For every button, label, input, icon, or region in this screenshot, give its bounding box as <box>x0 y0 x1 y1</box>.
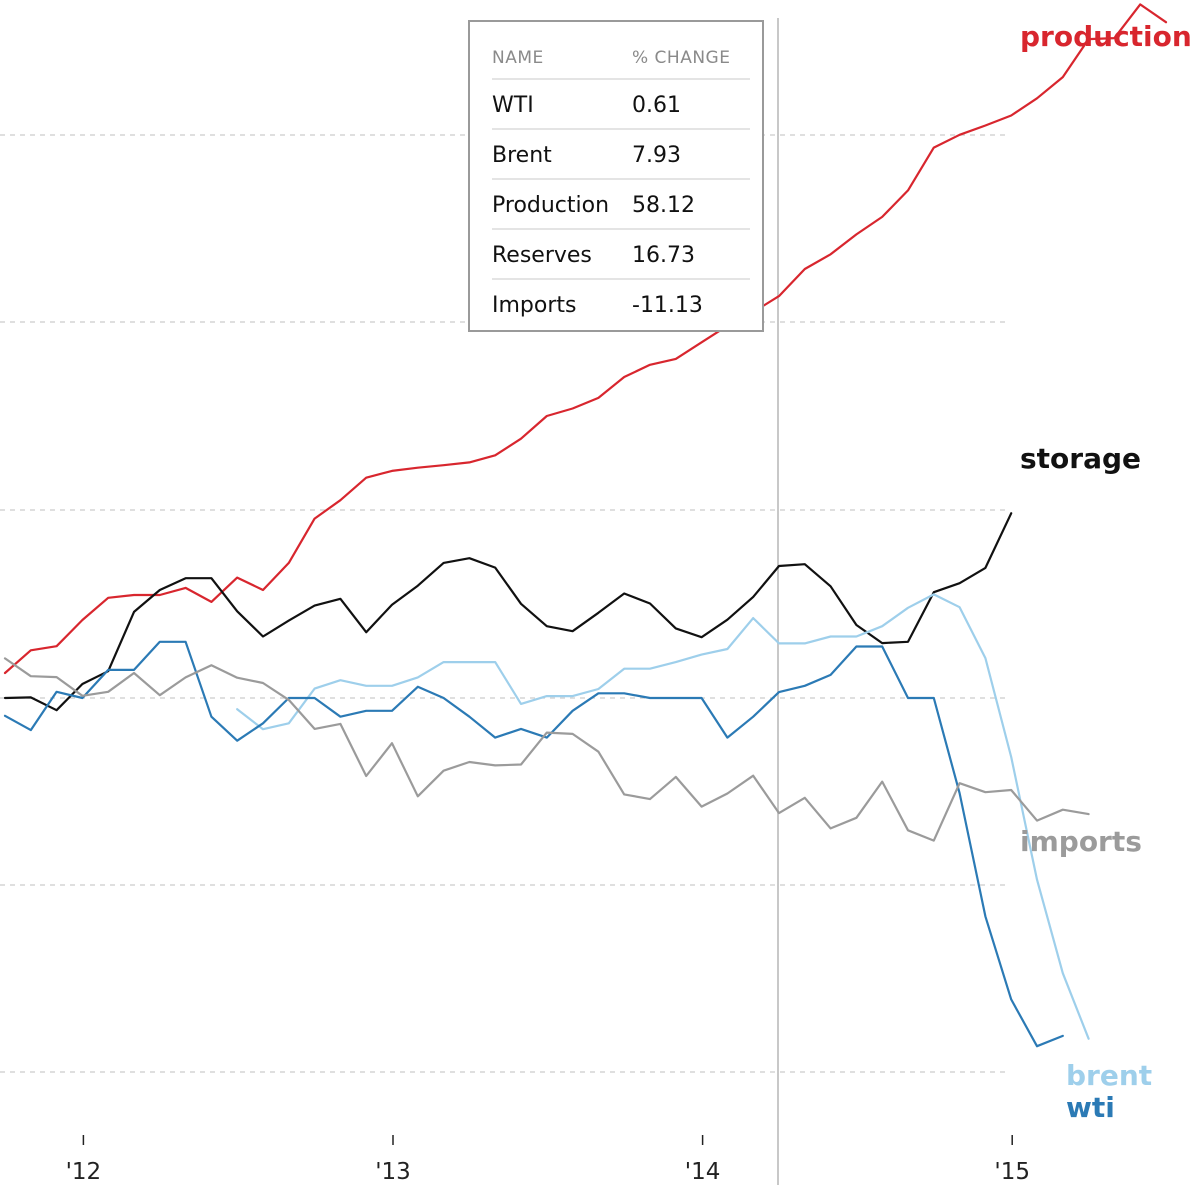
tooltip-row-change: 16.73 <box>632 229 750 280</box>
tooltip-header-name: NAME <box>492 48 632 80</box>
series-label-imports: imports <box>1020 825 1142 858</box>
tooltip-row-change: 0.61 <box>632 79 750 130</box>
tooltip-row: Imports -11.13 <box>492 279 750 328</box>
tooltip-row-change: -11.13 <box>632 293 703 318</box>
series-label-wti: wti <box>1066 1091 1115 1124</box>
tooltip-row-name: Reserves <box>492 229 632 280</box>
tooltip-table: NAME % CHANGE WTI 0.61 Brent 7.93 Produc… <box>492 48 750 328</box>
tooltip-header-change: % CHANGE <box>632 48 750 80</box>
tooltip-row: Reserves 16.73 <box>492 229 750 280</box>
series-lines[interactable] <box>3 3 1168 1048</box>
tooltip-row-change: 58.12 <box>632 179 750 230</box>
series-label-brent: brent <box>1066 1059 1152 1092</box>
tooltip-header-row: NAME % CHANGE <box>492 48 750 80</box>
tooltip-row-change: 7.93 <box>632 129 750 180</box>
tooltip-row-name: Brent <box>492 129 632 180</box>
series-line-imports[interactable] <box>3 657 1090 842</box>
x-tick-label: '14 <box>685 1159 721 1185</box>
series-line-brent[interactable] <box>236 593 1090 1040</box>
tooltip-row: Brent 7.93 <box>492 129 750 180</box>
x-tick-label: '13 <box>375 1159 411 1185</box>
x-tick-label: '12 <box>66 1159 102 1185</box>
series-line-storage[interactable] <box>3 512 1013 712</box>
series-label-production: production <box>1020 20 1192 53</box>
x-tick-label: '15 <box>994 1159 1030 1185</box>
tooltip: NAME % CHANGE WTI 0.61 Brent 7.93 Produc… <box>468 20 764 332</box>
series-label-storage: storage <box>1020 442 1141 475</box>
tooltip-row: Production 58.12 <box>492 179 750 230</box>
tooltip-row-name: Imports <box>492 293 577 318</box>
x-axis: '12 '13 '14 '15 <box>66 1135 1030 1185</box>
series-line-wti[interactable] <box>3 640 1064 1048</box>
tooltip-row-name: Production <box>492 179 632 230</box>
series-line-production[interactable] <box>3 3 1168 675</box>
tooltip-row-name: WTI <box>492 79 632 130</box>
tooltip-row: WTI 0.61 <box>492 79 750 130</box>
